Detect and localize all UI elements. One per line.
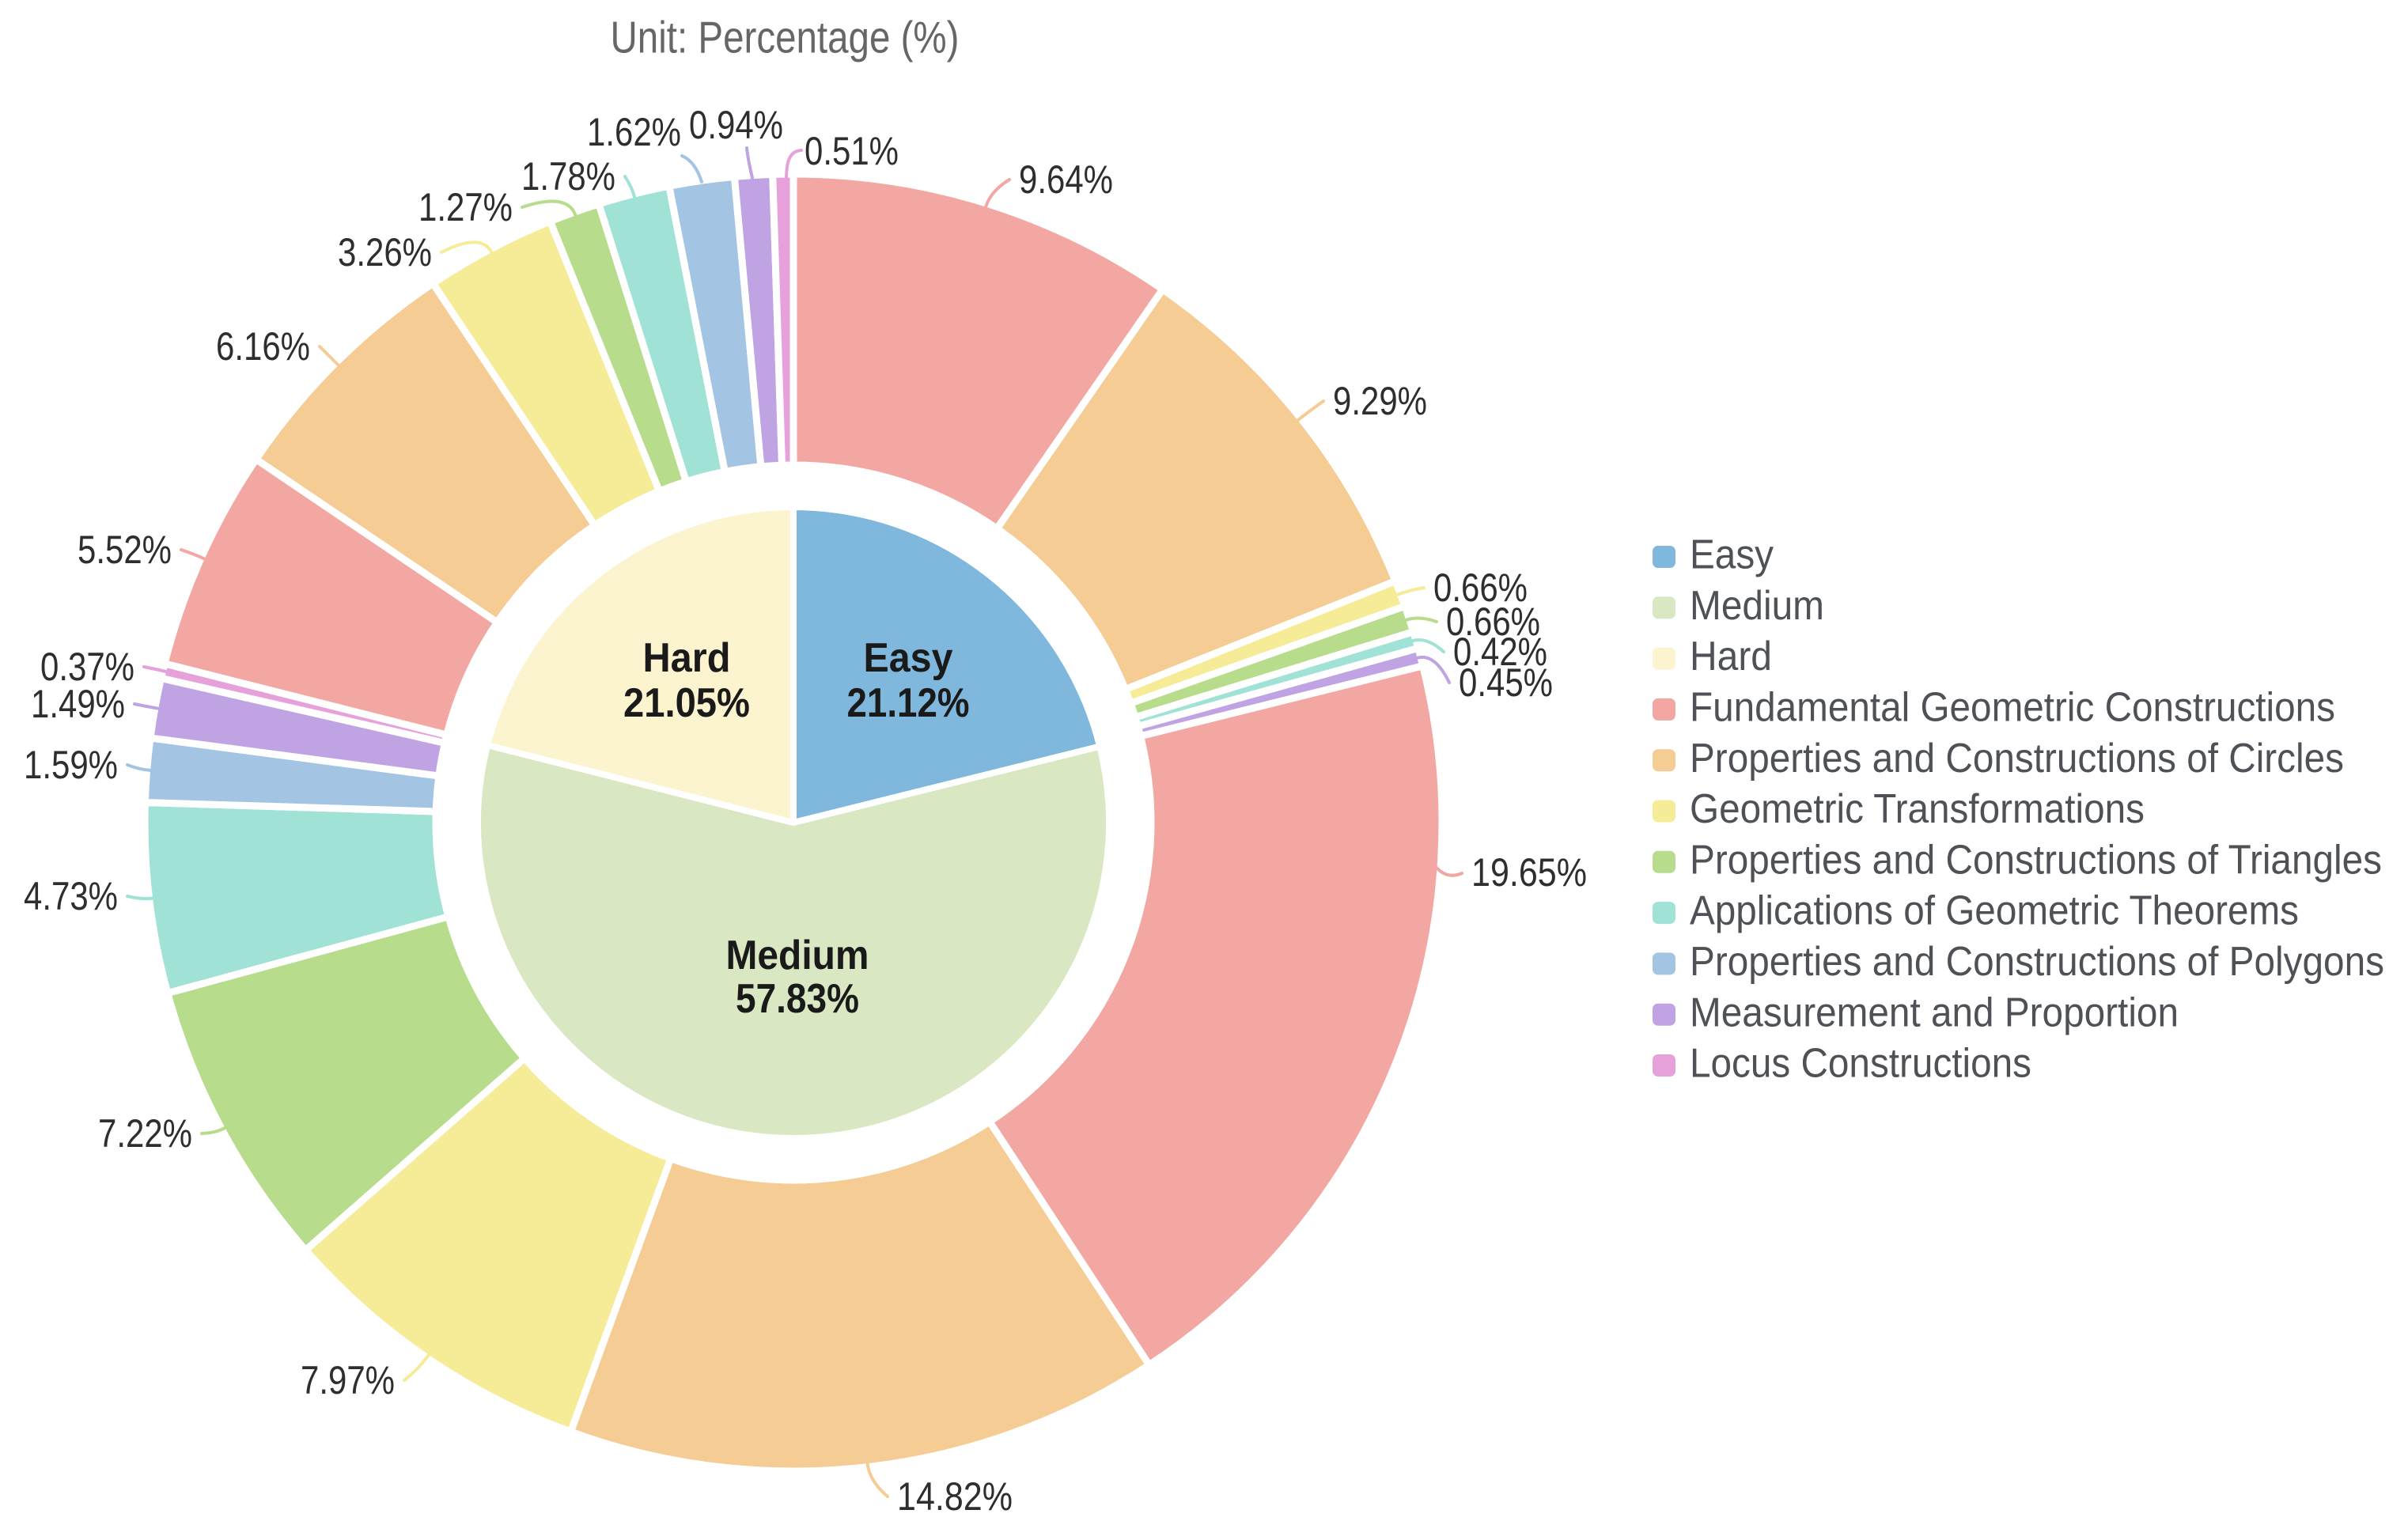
svg-text:4.73%: 4.73% (24, 874, 118, 918)
svg-text:0.42%: 0.42% (1453, 630, 1547, 674)
svg-text:1.59%: 1.59% (24, 743, 118, 787)
svg-text:1.49%: 1.49% (31, 682, 125, 726)
svg-text:Applications of Geometric Theo: Applications of Geometric Theorems (1690, 888, 2299, 934)
svg-text:0.66%: 0.66% (1433, 566, 1528, 610)
svg-text:0.51%: 0.51% (805, 129, 899, 173)
svg-text:3.26%: 3.26% (338, 230, 432, 274)
svg-text:Medium: Medium (1690, 583, 1824, 629)
svg-text:Unit: Percentage (%): Unit: Percentage (%) (611, 13, 960, 63)
svg-text:Properties and Constructions o: Properties and Constructions of Triangle… (1690, 837, 2382, 883)
svg-text:57.83%: 57.83% (736, 976, 859, 1022)
svg-text:Fundamental Geometric Construc: Fundamental Geometric Constructions (1690, 685, 2335, 731)
svg-text:Hard: Hard (643, 635, 731, 681)
svg-text:Measurement and Proportion: Measurement and Proportion (1690, 990, 2179, 1035)
svg-text:0.45%: 0.45% (1459, 660, 1553, 705)
svg-text:Geometric Transformations: Geometric Transformations (1690, 786, 2145, 832)
svg-text:Hard: Hard (1690, 634, 1772, 679)
svg-text:21.05%: 21.05% (623, 680, 750, 726)
svg-text:5.52%: 5.52% (78, 528, 172, 572)
svg-text:1.62%: 1.62% (587, 110, 681, 154)
svg-text:6.16%: 6.16% (216, 324, 310, 369)
svg-text:Locus Constructions: Locus Constructions (1690, 1041, 2031, 1087)
svg-text:14.82%: 14.82% (897, 1474, 1013, 1519)
svg-text:7.97%: 7.97% (301, 1358, 395, 1402)
svg-text:1.78%: 1.78% (521, 154, 615, 199)
svg-text:9.29%: 9.29% (1333, 379, 1427, 423)
svg-text:0.37%: 0.37% (40, 645, 134, 689)
svg-text:0.94%: 0.94% (689, 103, 783, 147)
svg-text:Easy: Easy (864, 635, 953, 681)
svg-text:0.66%: 0.66% (1446, 600, 1540, 644)
svg-text:9.64%: 9.64% (1019, 157, 1113, 202)
svg-text:21.12%: 21.12% (847, 680, 970, 726)
svg-text:Medium: Medium (726, 933, 869, 978)
svg-text:Properties and Constructions o: Properties and Constructions of Polygons (1690, 939, 2384, 985)
svg-text:Properties and Constructions o: Properties and Constructions of Circles (1690, 736, 2344, 781)
svg-text:19.65%: 19.65% (1471, 850, 1587, 895)
svg-text:7.22%: 7.22% (98, 1111, 192, 1156)
svg-text:1.27%: 1.27% (418, 185, 513, 229)
svg-text:Easy: Easy (1690, 532, 1774, 578)
